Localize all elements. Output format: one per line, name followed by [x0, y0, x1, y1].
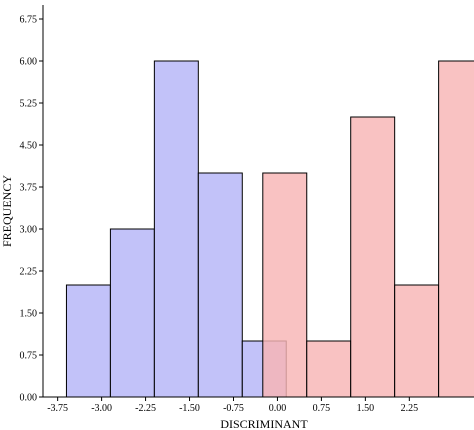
histogram-bar-s0-0 — [65, 284, 111, 398]
y-tick-label: 5.25 — [20, 99, 38, 110]
x-tick-label: -1.50 — [179, 403, 200, 414]
histogram-bar-s0-1 — [109, 228, 155, 398]
histogram-bar-s1-1 — [306, 340, 352, 398]
x-tick-label: 1.50 — [357, 403, 375, 414]
x-tick-label: -3.00 — [91, 403, 112, 414]
y-tick-label: 0.00 — [20, 393, 38, 404]
y-axis-title: FREQUENCY — [0, 175, 14, 247]
y-tick-label: 6.00 — [20, 57, 38, 68]
x-tick-label: -2.25 — [135, 403, 156, 414]
y-tick-label: 3.75 — [20, 183, 38, 194]
x-tick-label: -3.75 — [47, 403, 68, 414]
y-tick-label: 6.75 — [20, 15, 38, 26]
x-tick-label: 0.75 — [313, 403, 331, 414]
histogram-bar-s1-4 — [438, 60, 474, 398]
x-tick-label: 2.25 — [401, 403, 419, 414]
histogram-bar-s1-0 — [262, 172, 308, 398]
histogram-bar-s1-3 — [394, 284, 440, 398]
x-tick-label: -0.75 — [223, 403, 244, 414]
histogram-bar-s0-3 — [197, 172, 243, 398]
histogram-bar-s0-2 — [153, 60, 199, 398]
y-tick-label: 1.50 — [20, 309, 38, 320]
x-axis-title: DISCRIMINANT — [220, 417, 308, 430]
y-tick-label: 4.50 — [20, 141, 38, 152]
y-tick-label: 3.00 — [20, 225, 38, 236]
y-tick-label: 2.25 — [20, 267, 38, 278]
x-tick-label: 0.00 — [269, 403, 287, 414]
histogram-bar-s1-2 — [350, 116, 396, 398]
y-tick-label: 0.75 — [20, 351, 38, 362]
